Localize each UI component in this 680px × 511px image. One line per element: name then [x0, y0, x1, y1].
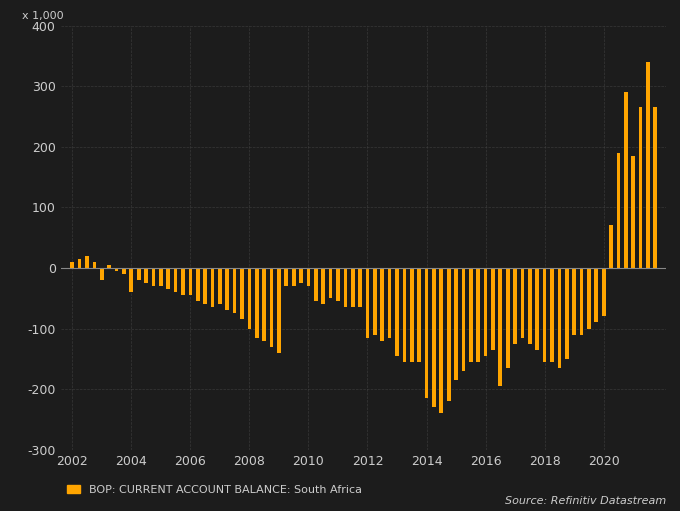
Bar	[137, 268, 141, 280]
Bar	[144, 268, 148, 283]
Bar	[366, 268, 369, 338]
Bar	[203, 268, 207, 304]
Bar	[196, 268, 200, 301]
Bar	[558, 268, 561, 368]
Bar	[159, 268, 163, 286]
Bar	[107, 265, 111, 268]
Bar	[410, 268, 413, 362]
Bar	[425, 268, 428, 398]
Bar	[174, 268, 177, 292]
Bar	[403, 268, 406, 362]
Bar	[85, 256, 89, 268]
Bar	[447, 268, 451, 401]
Bar	[129, 268, 133, 292]
Bar	[314, 268, 318, 301]
Bar	[639, 107, 643, 268]
Bar	[528, 268, 532, 343]
Legend: BOP: CURRENT ACCOUNT BALANCE: South Africa: BOP: CURRENT ACCOUNT BALANCE: South Afri…	[67, 485, 362, 495]
Bar	[262, 268, 266, 341]
Bar	[579, 268, 583, 335]
Bar	[498, 268, 503, 386]
Bar	[469, 268, 473, 362]
Bar	[115, 268, 118, 271]
Bar	[277, 268, 281, 353]
Bar	[100, 268, 103, 280]
Bar	[122, 268, 126, 274]
Bar	[181, 268, 185, 295]
Bar	[631, 156, 635, 268]
Bar	[624, 92, 628, 268]
Bar	[594, 268, 598, 322]
Bar	[550, 268, 554, 362]
Bar	[432, 268, 436, 407]
Bar	[322, 268, 325, 304]
Bar	[307, 268, 310, 286]
Bar	[233, 268, 237, 313]
Bar	[152, 268, 155, 286]
Bar	[395, 268, 399, 356]
Bar	[218, 268, 222, 304]
Bar	[609, 225, 613, 268]
Bar	[284, 268, 288, 286]
Bar	[602, 268, 605, 316]
Bar	[439, 268, 443, 413]
Bar	[358, 268, 362, 307]
Bar	[225, 268, 229, 310]
Bar	[373, 268, 377, 335]
Bar	[462, 268, 465, 371]
Bar	[565, 268, 568, 359]
Bar	[188, 268, 192, 295]
Text: x 1,000: x 1,000	[22, 11, 63, 21]
Bar	[167, 268, 170, 289]
Text: Source: Refinitiv Datastream: Source: Refinitiv Datastream	[505, 496, 666, 506]
Bar	[454, 268, 458, 380]
Bar	[418, 268, 421, 362]
Bar	[388, 268, 392, 338]
Bar	[646, 62, 650, 268]
Bar	[506, 268, 509, 368]
Bar	[617, 153, 620, 268]
Bar	[248, 268, 251, 329]
Bar	[573, 268, 576, 335]
Bar	[351, 268, 354, 307]
Bar	[483, 268, 488, 356]
Bar	[92, 262, 97, 268]
Bar	[211, 268, 214, 307]
Bar	[328, 268, 333, 298]
Bar	[255, 268, 258, 338]
Bar	[292, 268, 296, 286]
Bar	[380, 268, 384, 341]
Bar	[491, 268, 495, 350]
Bar	[71, 262, 74, 268]
Bar	[543, 268, 547, 362]
Bar	[477, 268, 480, 362]
Bar	[587, 268, 591, 329]
Bar	[240, 268, 244, 319]
Bar	[343, 268, 347, 307]
Bar	[299, 268, 303, 283]
Bar	[336, 268, 340, 301]
Bar	[270, 268, 273, 346]
Bar	[513, 268, 517, 343]
Bar	[653, 107, 657, 268]
Bar	[521, 268, 524, 338]
Bar	[78, 259, 82, 268]
Bar	[535, 268, 539, 350]
